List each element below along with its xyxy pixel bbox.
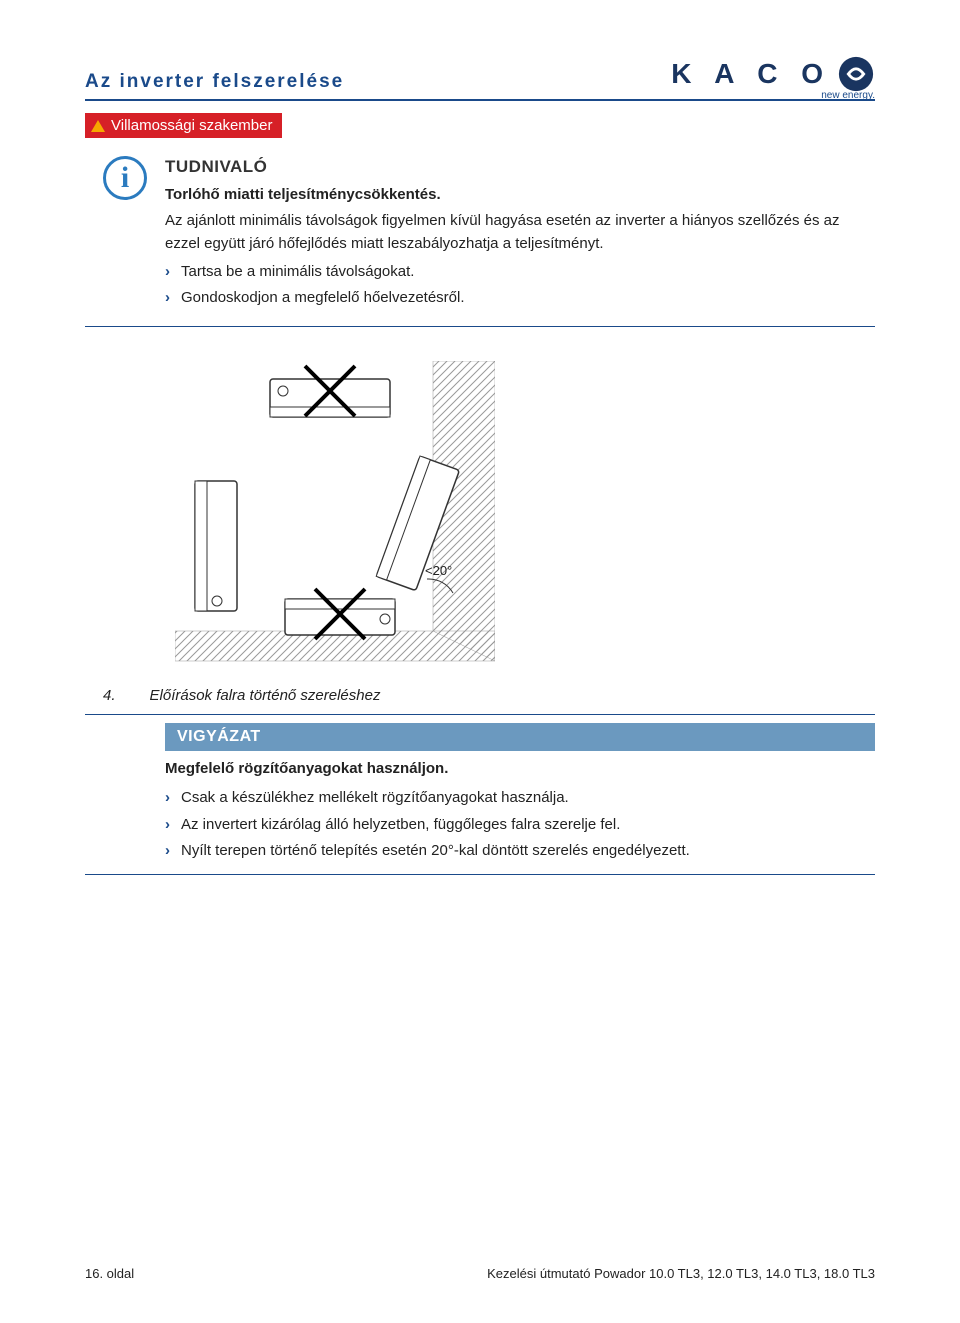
divider <box>85 714 875 715</box>
list-item: Az invertert kizárólag álló helyzetben, … <box>165 813 875 836</box>
caution-bullets: Csak a készülékhez mellékelt rögzítőanya… <box>165 786 875 862</box>
section-title: Az inverter felszerelése <box>85 71 344 93</box>
list-item: Nyílt terepen történő telepítés esetén 2… <box>165 839 875 862</box>
figure-caption-text: Előírások falra történő szereléshez <box>150 687 381 704</box>
mounting-figure: <20° <box>175 361 495 671</box>
list-item: Tartsa be a minimális távolságokat. <box>165 261 875 284</box>
figure-caption: 4. Előírások falra történő szereléshez <box>103 687 875 704</box>
header-rule <box>85 99 875 101</box>
info-icon: i <box>103 156 147 200</box>
info-note: i TUDNIVALÓ Torlóhő miatti teljesítményc… <box>103 154 875 312</box>
info-body: TUDNIVALÓ Torlóhő miatti teljesítménycsö… <box>165 154 875 312</box>
page-header: Az inverter felszerelése K A C O <box>85 55 875 93</box>
figure-number: 4. <box>103 687 116 704</box>
doc-title: Kezelési útmutató Powador 10.0 TL3, 12.0… <box>487 1266 875 1281</box>
info-subheading: Torlóhő miatti teljesítménycsökkentés. <box>165 184 875 207</box>
electrician-badge: Villamossági szakember <box>85 113 282 138</box>
info-bullets: Tartsa be a minimális távolságokat. Gond… <box>165 261 875 309</box>
page-footer: 16. oldal Kezelési útmutató Powador 10.0… <box>85 1266 875 1281</box>
brand-logo: K A C O <box>671 55 875 93</box>
caution-title: VIGYÁZAT <box>165 723 875 751</box>
caution-body: Megfelelő rögzítőanyagokat használjon. C… <box>165 757 875 862</box>
info-paragraph: Az ajánlott minimális távolságok figyelm… <box>165 210 875 255</box>
caution-subheading: Megfelelő rögzítőanyagokat használjon. <box>165 757 875 780</box>
list-item: Gondoskodjon a megfelelő hőelvezetésről. <box>165 287 875 310</box>
logo-tagline: new energy. <box>821 90 875 101</box>
divider <box>85 874 875 875</box>
page-number: 16. oldal <box>85 1266 134 1281</box>
divider <box>85 326 875 327</box>
angle-label: <20° <box>425 563 452 578</box>
list-item: Csak a készülékhez mellékelt rögzítőanya… <box>165 786 875 809</box>
badge-label: Villamossági szakember <box>111 117 272 134</box>
warning-triangle-icon <box>91 120 105 132</box>
info-heading: TUDNIVALÓ <box>165 154 875 180</box>
logo-swirl-icon <box>837 55 875 93</box>
logo-text: K A C O <box>671 58 831 90</box>
